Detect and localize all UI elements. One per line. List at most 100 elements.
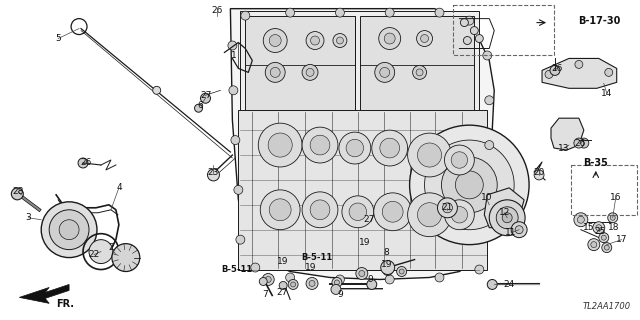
Circle shape xyxy=(476,35,483,43)
Circle shape xyxy=(200,93,211,103)
Circle shape xyxy=(335,8,344,17)
Circle shape xyxy=(442,157,497,213)
Circle shape xyxy=(288,279,298,289)
Circle shape xyxy=(337,37,344,44)
Circle shape xyxy=(346,139,364,157)
Circle shape xyxy=(309,280,315,286)
Circle shape xyxy=(385,275,394,284)
Circle shape xyxy=(269,35,281,46)
Text: 27: 27 xyxy=(363,215,374,224)
Circle shape xyxy=(333,34,347,47)
Text: 10: 10 xyxy=(481,193,492,202)
Circle shape xyxy=(263,28,287,52)
Circle shape xyxy=(375,62,395,82)
Polygon shape xyxy=(551,118,584,150)
Circle shape xyxy=(416,69,423,76)
Text: 24: 24 xyxy=(504,280,515,289)
Circle shape xyxy=(420,35,429,43)
Polygon shape xyxy=(542,59,617,88)
Circle shape xyxy=(444,200,474,230)
Circle shape xyxy=(484,96,493,105)
Circle shape xyxy=(306,68,314,76)
Circle shape xyxy=(496,207,518,229)
Circle shape xyxy=(228,41,237,50)
Circle shape xyxy=(229,86,238,95)
Circle shape xyxy=(302,64,318,80)
Text: B-5-11: B-5-11 xyxy=(301,253,333,262)
Text: 17: 17 xyxy=(616,235,627,244)
Text: 26: 26 xyxy=(212,6,223,15)
Circle shape xyxy=(12,188,23,200)
Circle shape xyxy=(442,203,452,213)
Circle shape xyxy=(379,28,401,50)
Circle shape xyxy=(515,226,523,234)
Circle shape xyxy=(302,192,338,228)
Circle shape xyxy=(410,125,529,244)
Circle shape xyxy=(259,123,302,167)
Circle shape xyxy=(417,203,442,227)
Circle shape xyxy=(279,282,287,289)
Circle shape xyxy=(380,138,399,158)
Circle shape xyxy=(269,199,291,221)
Circle shape xyxy=(285,273,294,282)
Text: 22: 22 xyxy=(88,250,100,259)
Circle shape xyxy=(604,245,609,250)
Text: 26: 26 xyxy=(551,64,563,73)
Circle shape xyxy=(310,36,319,45)
Text: 6: 6 xyxy=(198,101,204,110)
Bar xyxy=(453,5,554,55)
Circle shape xyxy=(444,145,474,175)
Circle shape xyxy=(265,276,271,283)
Circle shape xyxy=(153,86,161,94)
Circle shape xyxy=(487,279,497,289)
Circle shape xyxy=(417,143,442,167)
Circle shape xyxy=(397,267,406,276)
Circle shape xyxy=(385,268,390,273)
Circle shape xyxy=(502,213,512,223)
Circle shape xyxy=(575,60,583,68)
Text: 19: 19 xyxy=(277,257,289,266)
Text: 28: 28 xyxy=(13,188,24,196)
Circle shape xyxy=(451,152,468,168)
Circle shape xyxy=(408,193,451,237)
Text: 13: 13 xyxy=(558,144,570,153)
Text: TL2AA1700: TL2AA1700 xyxy=(582,302,630,311)
Circle shape xyxy=(438,198,458,218)
Circle shape xyxy=(483,51,492,60)
Circle shape xyxy=(424,140,514,230)
Circle shape xyxy=(380,68,390,77)
Circle shape xyxy=(601,235,606,240)
Circle shape xyxy=(335,280,339,285)
Circle shape xyxy=(339,132,371,164)
Circle shape xyxy=(435,8,444,17)
Circle shape xyxy=(593,222,605,234)
Circle shape xyxy=(383,266,393,276)
Text: 20: 20 xyxy=(533,168,545,178)
Circle shape xyxy=(599,233,609,243)
Circle shape xyxy=(384,33,395,44)
Bar xyxy=(241,11,479,115)
Circle shape xyxy=(207,169,220,181)
Circle shape xyxy=(574,213,588,227)
Circle shape xyxy=(372,130,408,166)
Circle shape xyxy=(265,62,285,82)
Circle shape xyxy=(385,8,394,17)
Circle shape xyxy=(231,136,240,145)
Text: 19: 19 xyxy=(305,263,317,272)
Text: 27: 27 xyxy=(201,91,212,100)
Text: 27: 27 xyxy=(276,288,288,297)
Polygon shape xyxy=(484,188,524,228)
Text: 21: 21 xyxy=(442,203,453,212)
Circle shape xyxy=(291,282,296,287)
Circle shape xyxy=(195,104,202,112)
Text: 14: 14 xyxy=(601,89,612,98)
Text: 26: 26 xyxy=(574,139,586,148)
Circle shape xyxy=(374,193,412,231)
Circle shape xyxy=(577,216,584,223)
Circle shape xyxy=(463,36,471,44)
Text: 4: 4 xyxy=(116,183,122,192)
Circle shape xyxy=(602,243,612,252)
Text: B-35: B-35 xyxy=(584,158,608,168)
Polygon shape xyxy=(19,284,69,303)
Circle shape xyxy=(399,269,404,274)
